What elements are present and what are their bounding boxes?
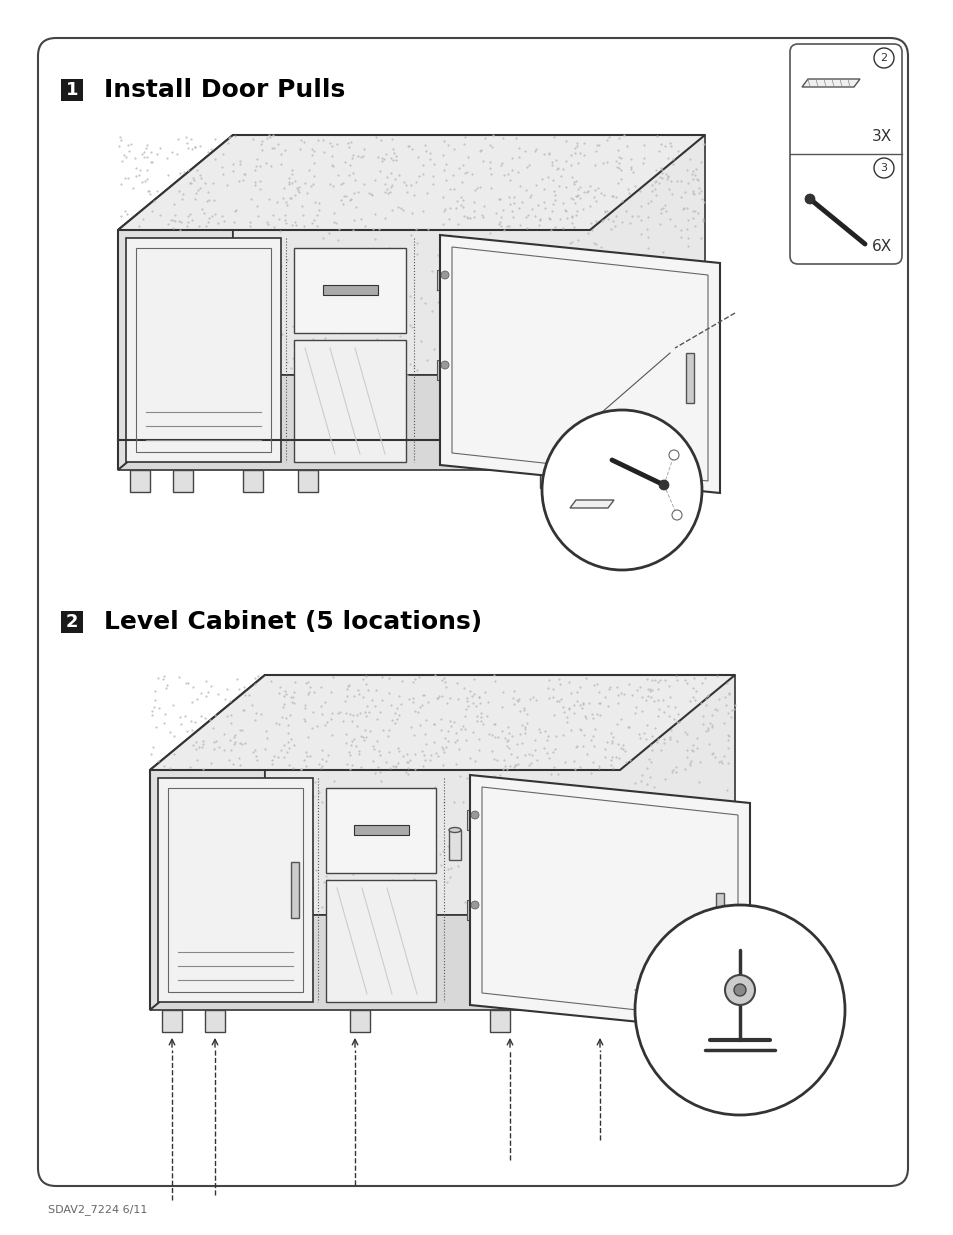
Bar [243,471,263,492]
Polygon shape [150,676,734,769]
Polygon shape [150,915,734,1010]
Bar [436,359,453,380]
Polygon shape [265,676,734,915]
Bar [61,79,83,101]
Polygon shape [118,375,704,471]
Polygon shape [233,135,704,375]
Polygon shape [150,676,265,1010]
Circle shape [440,270,449,279]
Polygon shape [470,776,749,1032]
Text: 1: 1 [66,82,78,99]
Text: SDAV2_7224 6/11: SDAV2_7224 6/11 [48,1204,147,1215]
Circle shape [635,905,844,1115]
Polygon shape [118,135,704,230]
Bar [716,893,723,944]
Bar [205,1010,225,1032]
Circle shape [471,902,478,909]
Circle shape [724,974,754,1005]
Circle shape [671,510,681,520]
Text: 2: 2 [66,613,78,631]
Polygon shape [439,235,720,493]
Bar [354,825,409,835]
Bar [685,353,693,403]
Text: Install Door Pulls: Install Door Pulls [104,78,345,103]
Bar [467,810,482,830]
Bar [350,1010,370,1032]
Bar [126,238,281,462]
Circle shape [873,48,893,68]
Bar [162,1010,182,1032]
Text: Level Cabinet (5 locations): Level Cabinet (5 locations) [104,610,481,634]
Ellipse shape [449,827,460,832]
Bar [158,778,313,1002]
Bar [490,1010,510,1032]
Bar [294,340,406,462]
Circle shape [668,450,679,459]
Circle shape [471,811,478,819]
FancyBboxPatch shape [789,44,901,264]
Text: 3X: 3X [871,128,891,143]
Circle shape [804,194,814,204]
Bar [291,862,298,918]
Text: 3: 3 [880,163,886,173]
FancyBboxPatch shape [38,38,907,1186]
Text: 6X: 6X [871,238,891,253]
Circle shape [733,984,745,995]
Text: 2: 2 [880,53,886,63]
Bar [136,248,271,452]
Polygon shape [801,79,859,86]
Polygon shape [569,500,614,508]
Bar [436,270,453,290]
Bar [168,788,303,992]
Bar [326,881,436,1002]
Bar [297,471,317,492]
Polygon shape [118,135,233,471]
Bar [467,900,482,920]
Bar [294,248,406,333]
Bar [323,285,377,295]
Circle shape [541,410,701,571]
Bar [61,611,83,634]
Bar [539,471,558,488]
Circle shape [440,361,449,369]
Bar [172,471,193,492]
Bar [449,830,460,860]
Bar [326,788,436,873]
Bar [130,471,150,492]
Circle shape [659,480,668,490]
Bar [569,471,587,488]
Circle shape [873,158,893,178]
